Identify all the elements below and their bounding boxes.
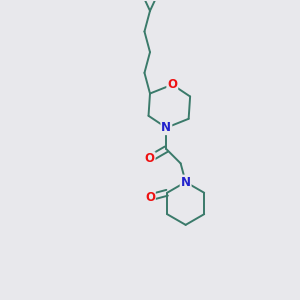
- Text: O: O: [145, 152, 154, 165]
- Text: N: N: [161, 121, 171, 134]
- Text: O: O: [167, 78, 177, 91]
- Text: N: N: [181, 176, 190, 189]
- Text: O: O: [145, 191, 155, 204]
